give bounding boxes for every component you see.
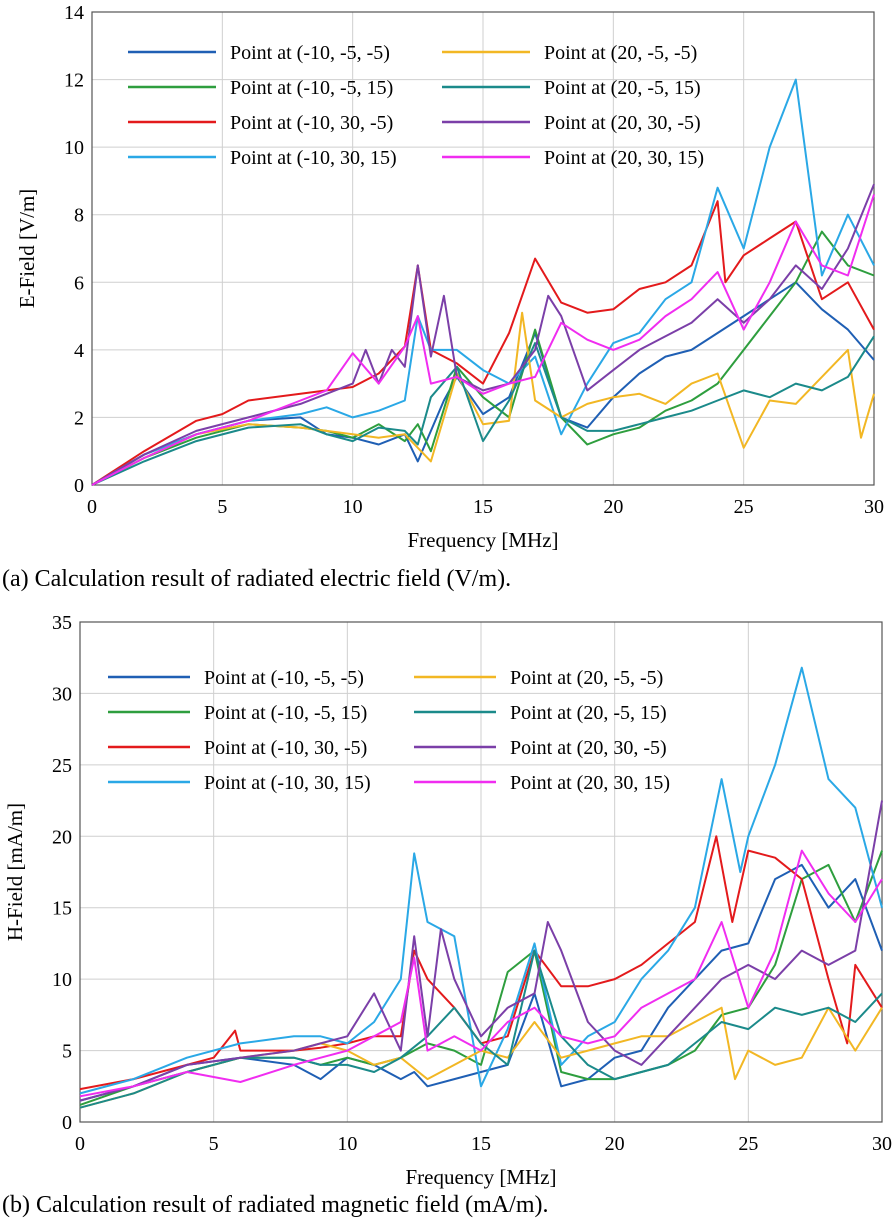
x-tick-label: 0 bbox=[75, 1133, 85, 1155]
y-tick-label: 8 bbox=[74, 205, 84, 227]
legend-label: Point at (20, -5, 15) bbox=[544, 77, 701, 99]
y-tick-label: 25 bbox=[52, 755, 72, 777]
x-tick-label: 10 bbox=[337, 1133, 357, 1155]
y-tick-label: 10 bbox=[52, 969, 72, 991]
y-tick-label: 15 bbox=[52, 898, 72, 920]
x-tick-label: 15 bbox=[473, 496, 493, 518]
legend-label: Point at (-10, -5, 15) bbox=[204, 702, 367, 724]
x-tick-label: 25 bbox=[734, 496, 754, 518]
x-tick-label: 5 bbox=[217, 496, 227, 518]
y-tick-label: 4 bbox=[74, 340, 84, 362]
y-tick-label: 35 bbox=[52, 612, 72, 634]
x-tick-label: 30 bbox=[864, 496, 884, 518]
plot-frame bbox=[79, 621, 883, 1123]
legend-label: Point at (20, 30, 15) bbox=[544, 147, 704, 169]
legend-label: Point at (20, -5, -5) bbox=[510, 667, 663, 689]
series-line bbox=[91, 200, 875, 486]
legend-label: Point at (20, 30, -5) bbox=[544, 112, 701, 134]
chart-h-field: 0 5 10 15 20 25 30 0 5 10 15 20 25 30 35 Frequency [MHz… bbox=[3, 612, 892, 1189]
y-axis-label: E-Field [V/m] bbox=[15, 189, 39, 309]
y-axis-label: H-Field [mA/m] bbox=[3, 803, 27, 941]
legend-label: Point at (-10, 30, 15) bbox=[230, 147, 397, 169]
plot-frame bbox=[91, 11, 875, 486]
y-tick-label: 0 bbox=[62, 1112, 72, 1134]
series-line bbox=[79, 949, 883, 1109]
caption-a: (a) Calculation result of radiated elect… bbox=[2, 566, 512, 592]
series-line bbox=[79, 835, 883, 1091]
chart-e-field: 0 5 10 15 20 25 30 0 2 4 6 8 10 12 14 Frequency [MHz] E-… bbox=[15, 2, 884, 552]
series-line bbox=[79, 849, 883, 1098]
x-tick-label: 5 bbox=[209, 1133, 219, 1155]
x-axis-label: Frequency [MHz] bbox=[407, 528, 558, 552]
y-tick-label: 0 bbox=[74, 475, 84, 497]
x-tick-label: 25 bbox=[738, 1133, 758, 1155]
y-tick-label: 30 bbox=[52, 683, 72, 705]
y-tick-label: 10 bbox=[64, 137, 84, 159]
legend-label: Point at (-10, -5, 15) bbox=[230, 77, 393, 99]
series-line bbox=[79, 863, 883, 1102]
legend-label: Point at (-10, 30, -5) bbox=[230, 112, 393, 134]
x-tick-label: 10 bbox=[343, 496, 363, 518]
series-line bbox=[79, 666, 883, 1095]
legend-label: Point at (20, 30, -5) bbox=[510, 737, 667, 759]
x-tick-label: 0 bbox=[87, 496, 97, 518]
series-line bbox=[91, 281, 875, 486]
legend-label: Point at (-10, 30, 15) bbox=[204, 772, 371, 794]
x-tick-label: 20 bbox=[603, 496, 623, 518]
y-tick-label: 14 bbox=[64, 2, 84, 24]
legend-label: Point at (-10, -5, -5) bbox=[230, 42, 390, 64]
y-tick-label: 2 bbox=[74, 407, 84, 429]
legend-label: Point at (20, -5, -5) bbox=[544, 42, 697, 64]
series-line bbox=[91, 194, 875, 486]
legend-label: Point at (20, 30, 15) bbox=[510, 772, 670, 794]
series-line bbox=[79, 800, 883, 1102]
legend-label: Point at (20, -5, 15) bbox=[510, 702, 667, 724]
y-tick-label: 5 bbox=[62, 1041, 72, 1063]
y-tick-label: 6 bbox=[74, 272, 84, 294]
caption-b: (b) Calculation result of radiated magne… bbox=[2, 1192, 549, 1218]
y-tick-label: 12 bbox=[64, 70, 84, 92]
legend-label: Point at (-10, -5, -5) bbox=[204, 667, 364, 689]
x-axis-label: Frequency [MHz] bbox=[405, 1165, 556, 1189]
x-tick-label: 20 bbox=[605, 1133, 625, 1155]
series-line bbox=[91, 335, 875, 486]
legend-label: Point at (-10, 30, -5) bbox=[204, 737, 367, 759]
y-tick-label: 20 bbox=[52, 826, 72, 848]
x-tick-label: 30 bbox=[872, 1133, 892, 1155]
x-tick-label: 15 bbox=[471, 1133, 491, 1155]
